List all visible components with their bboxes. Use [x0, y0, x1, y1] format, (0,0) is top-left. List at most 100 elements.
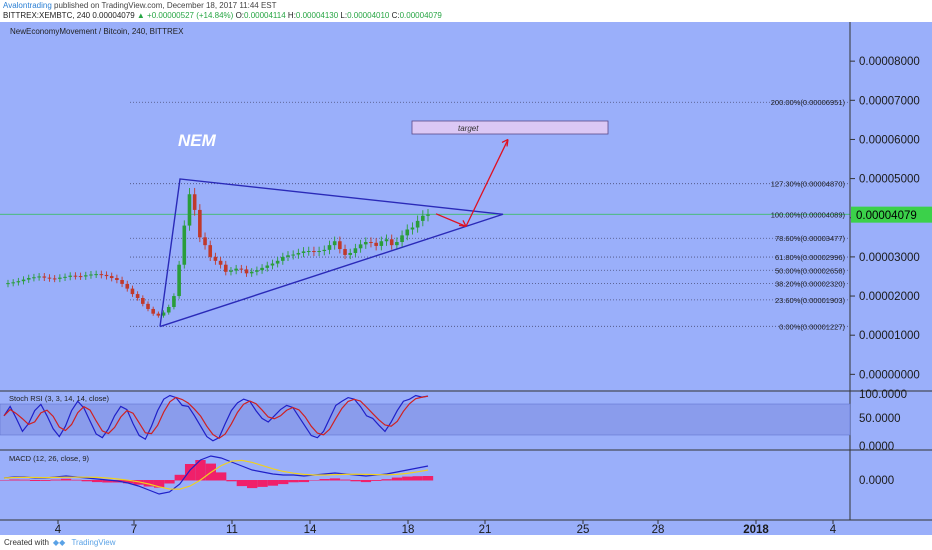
macd-histogram-bar — [247, 480, 258, 489]
candle-body — [260, 267, 264, 271]
target-label: target — [458, 124, 479, 133]
candle-body — [421, 215, 425, 221]
candle-body — [426, 214, 430, 216]
fib-label: 61.80%(0.00002996) — [775, 253, 846, 262]
nem-annotation: NEM — [178, 131, 217, 150]
created-with-text: Created with — [4, 538, 49, 547]
candle-body — [58, 277, 62, 279]
candle-body — [120, 279, 124, 284]
candle-body — [172, 296, 176, 308]
candle-body — [358, 244, 363, 249]
candle-body — [166, 307, 171, 313]
open-label: O: — [235, 11, 245, 20]
candle-body — [6, 283, 10, 285]
macd-histogram-bar — [0, 480, 10, 481]
macd-histogram-bar — [309, 480, 320, 481]
x-tick-label: 18 — [402, 524, 415, 535]
candle-body — [249, 271, 254, 274]
stoch-tick-label: 0.0000 — [859, 441, 894, 453]
publish-line: Avalontrading published on TradingView.c… — [3, 1, 277, 11]
candle-body — [141, 298, 145, 304]
candle-body — [291, 254, 295, 256]
macd-histogram-bar — [19, 479, 30, 481]
macd-histogram-bar — [174, 474, 185, 481]
macd-histogram-bar — [267, 480, 279, 486]
fib-label: 100.00%(0.00004089) — [771, 210, 846, 219]
macd-histogram-bar — [422, 476, 434, 481]
candle-body — [353, 248, 358, 253]
y-tick-label: 0.00003000 — [859, 252, 920, 264]
fib-label: 0.00%(0.00001227) — [779, 322, 845, 331]
candle-body — [94, 274, 98, 276]
macd-histogram-bar — [164, 480, 175, 484]
tradingview-logo-icon[interactable]: ◆◆ — [52, 538, 66, 547]
candle-body — [125, 283, 130, 289]
macd-histogram-bar — [9, 479, 20, 481]
candle-body — [415, 220, 420, 228]
macd-histogram-bar — [195, 460, 206, 481]
macd-histogram-bar — [371, 480, 382, 481]
candle-body — [135, 294, 140, 298]
candle-body — [374, 242, 378, 246]
low-value: 0.00004010 — [347, 11, 390, 20]
macd-histogram-bar — [29, 480, 41, 481]
macd-histogram-bar — [257, 480, 268, 487]
author-link[interactable]: Avalontrading — [3, 1, 52, 10]
candle-body — [275, 260, 280, 264]
y-tick-label: 0.00002000 — [859, 291, 920, 303]
candle-body — [244, 269, 249, 274]
candle-body — [99, 274, 104, 276]
candle-body — [83, 275, 88, 277]
tradingview-brand[interactable]: TradingView — [71, 538, 116, 547]
candle-body — [234, 268, 238, 271]
candle-body — [306, 251, 311, 253]
candle-body — [104, 274, 109, 277]
candle-body — [296, 252, 301, 255]
y-tick-label: 0.00005000 — [859, 174, 920, 186]
close-label: C: — [391, 11, 400, 20]
candle-body — [42, 276, 47, 278]
stoch-k-line — [3, 394, 429, 442]
candle-body — [16, 281, 21, 283]
candle-body — [363, 242, 368, 245]
stoch-tick-label: 100.0000 — [859, 389, 907, 401]
candle-body — [343, 249, 347, 255]
arrow-head-icon — [501, 138, 509, 147]
macd-histogram-bar — [391, 477, 403, 481]
candle-body — [317, 251, 321, 253]
fib-label: 23.60%(0.00001903) — [775, 296, 846, 305]
fib-label: 127.30%(0.00004870) — [771, 180, 846, 189]
chart-svg[interactable]: 200.00%(0.00006951) 127.30%(0.00004870) 10… — [0, 22, 932, 535]
macd-signal-line — [3, 459, 429, 490]
fib-label: 78.60%(0.00003477) — [775, 234, 846, 243]
candle-body — [281, 256, 285, 261]
macd-histogram-bar — [226, 480, 237, 482]
candle-body — [327, 245, 332, 250]
published-text: published on TradingView.com, December 1… — [54, 1, 277, 10]
x-tick-label: 4 — [55, 524, 62, 535]
triangle-pattern — [159, 178, 504, 328]
candle-body — [198, 209, 202, 238]
y-tick-label: 0.00008000 — [859, 56, 920, 68]
candle-body — [389, 239, 394, 246]
chart-area[interactable]: 200.00%(0.00006951) 127.30%(0.00004870) 10… — [0, 22, 932, 535]
y-tick-label: 0.00000000 — [859, 369, 920, 381]
candle-body — [187, 194, 192, 226]
macd-histogram-bar — [40, 480, 51, 481]
candle-body — [146, 303, 150, 309]
macd-histogram-bar — [122, 480, 134, 484]
candle-body — [312, 251, 316, 253]
fib-label: 50.00%(0.00002658) — [775, 266, 846, 275]
x-tick-label: 28 — [652, 524, 665, 535]
candle-body — [109, 276, 114, 279]
candle-body — [379, 241, 384, 246]
macd-histogram-bar — [412, 476, 423, 481]
macd-histogram-bar — [81, 480, 92, 482]
macd-histogram-bar — [329, 478, 341, 481]
candle-body — [410, 227, 415, 230]
macd-histogram-bar — [288, 480, 299, 483]
y-tick-label: 0.00001000 — [859, 330, 920, 342]
candle-body — [265, 265, 270, 268]
macd-histogram-bar — [50, 479, 61, 481]
open-value: 0.00004114 — [244, 11, 286, 20]
